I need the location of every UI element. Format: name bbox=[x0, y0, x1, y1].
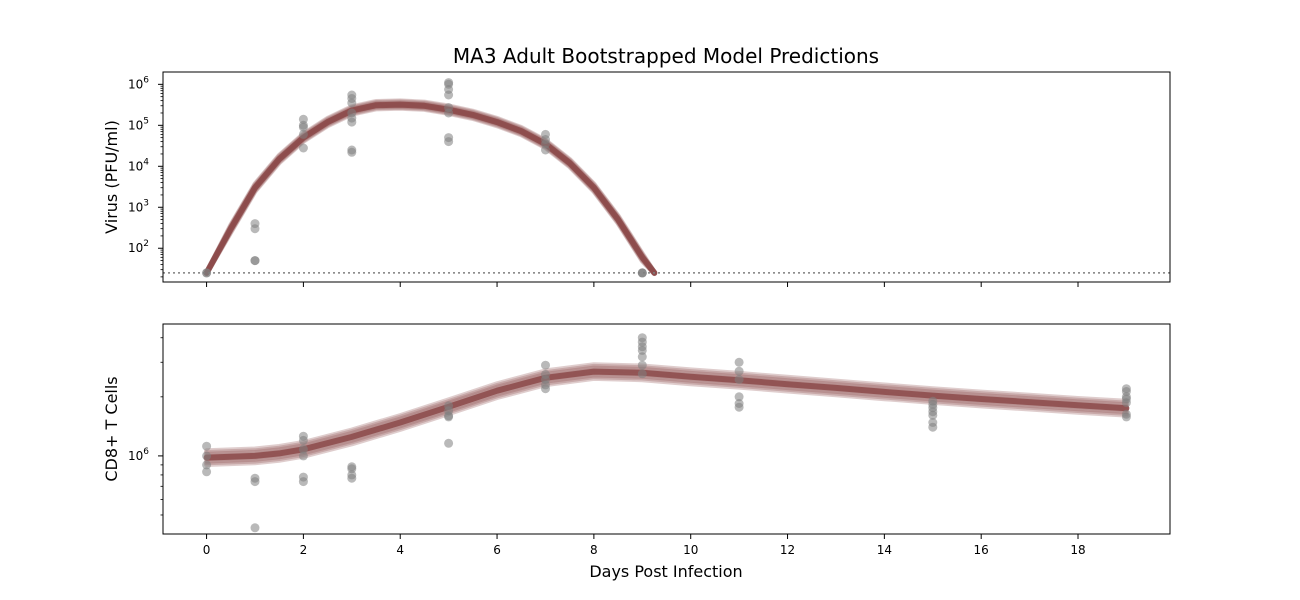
data-point bbox=[347, 473, 357, 483]
virus-panel: 102 103 104 105 106 Virus (PFU/ml) bbox=[102, 71, 1171, 287]
x-tick-label: 18 bbox=[1070, 543, 1085, 557]
model-band-line bbox=[204, 102, 657, 276]
y-tick-label: 104 bbox=[128, 157, 149, 173]
data-point bbox=[1121, 398, 1131, 408]
data-point bbox=[541, 145, 550, 155]
cd8-x-ticks: 0 2 4 6 8 10 12 14 16 18 bbox=[203, 534, 1086, 557]
data-point bbox=[250, 523, 260, 533]
data-point bbox=[202, 441, 212, 451]
data-point bbox=[541, 384, 550, 394]
cd8-axes-frame bbox=[162, 323, 1171, 535]
data-point bbox=[734, 392, 744, 402]
data-point bbox=[637, 268, 647, 278]
cd8-y-ticks: 106 bbox=[128, 337, 163, 516]
data-point bbox=[202, 460, 212, 470]
data-point bbox=[637, 369, 647, 379]
x-tick-label: 8 bbox=[590, 543, 598, 557]
data-point bbox=[298, 444, 308, 454]
data-point bbox=[734, 402, 744, 412]
data-point bbox=[298, 435, 308, 445]
y-tick-label: 102 bbox=[128, 239, 149, 255]
x-tick-label: 6 bbox=[493, 543, 501, 557]
data-point bbox=[444, 137, 454, 147]
data-point bbox=[444, 108, 454, 118]
virus-y-axis-label: Virus (PFU/ml) bbox=[102, 120, 121, 234]
x-tick-label: 2 bbox=[300, 543, 308, 557]
x-axis-label: Days Post Infection bbox=[589, 562, 742, 581]
cd8-data-points bbox=[202, 333, 1131, 533]
virus-data-points bbox=[202, 78, 647, 278]
data-point bbox=[541, 360, 550, 370]
cd8-panel: 106 0 2 4 6 8 10 12 14 16 18 CD8+ T Cells bbox=[102, 323, 1171, 557]
model-band-line bbox=[204, 105, 657, 277]
virus-y-ticks: 102 103 104 105 106 bbox=[128, 75, 163, 278]
data-point bbox=[298, 451, 308, 461]
x-tick-label: 0 bbox=[203, 543, 211, 557]
y-tick-label: 106 bbox=[128, 75, 149, 91]
data-point bbox=[444, 90, 454, 100]
data-point bbox=[298, 122, 308, 132]
y-tick-label: 103 bbox=[128, 198, 149, 214]
virus-x-ticks bbox=[206, 282, 1079, 287]
data-point bbox=[1121, 412, 1131, 422]
virus-model-band bbox=[203, 98, 658, 277]
model-band-line bbox=[204, 374, 1129, 466]
data-point bbox=[444, 438, 454, 448]
data-point bbox=[734, 366, 744, 376]
data-point bbox=[637, 345, 647, 355]
data-point bbox=[444, 412, 454, 422]
model-band-line bbox=[204, 101, 657, 276]
data-point bbox=[347, 98, 357, 108]
data-point bbox=[250, 256, 260, 266]
cd8-y-axis-label: CD8+ T Cells bbox=[102, 376, 121, 481]
model-band-line bbox=[204, 375, 1129, 467]
y-tick-label: 106 bbox=[128, 447, 149, 463]
model-band-line bbox=[204, 104, 657, 276]
x-tick-label: 16 bbox=[974, 543, 989, 557]
chart-title: MA3 Adult Bootstrapped Model Predictions bbox=[453, 44, 879, 68]
model-band-line bbox=[204, 103, 657, 276]
data-point bbox=[928, 422, 938, 432]
data-point bbox=[928, 410, 938, 420]
data-point bbox=[637, 352, 647, 362]
data-point bbox=[202, 467, 212, 477]
x-tick-label: 14 bbox=[877, 543, 892, 557]
data-point bbox=[734, 375, 744, 384]
data-point bbox=[250, 477, 260, 487]
cd8-model-band bbox=[203, 362, 1130, 467]
data-point bbox=[202, 268, 212, 278]
data-point bbox=[250, 224, 260, 234]
data-point bbox=[734, 357, 744, 367]
data-point bbox=[298, 477, 308, 487]
model-band-line bbox=[204, 104, 657, 276]
data-point bbox=[202, 451, 212, 461]
virus-axes-frame bbox=[162, 71, 1171, 283]
x-tick-label: 4 bbox=[396, 543, 404, 557]
data-point bbox=[298, 143, 308, 153]
model-median-line bbox=[203, 101, 658, 276]
x-tick-label: 12 bbox=[780, 543, 795, 557]
data-point bbox=[637, 360, 647, 370]
y-tick-label: 105 bbox=[128, 116, 149, 132]
data-point bbox=[347, 117, 357, 127]
x-tick-label: 10 bbox=[683, 543, 698, 557]
data-point bbox=[298, 129, 308, 139]
data-point bbox=[347, 147, 357, 157]
